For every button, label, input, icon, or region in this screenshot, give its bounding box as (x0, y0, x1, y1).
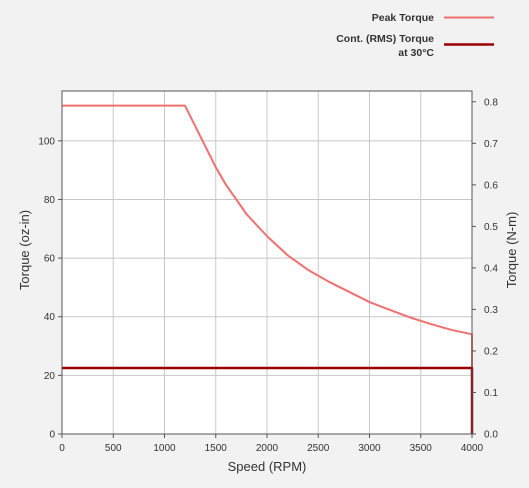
x-tick-label: 3000 (358, 443, 381, 454)
y2-tick-label: 0.7 (484, 139, 498, 150)
x-tick-label: 1500 (205, 443, 228, 454)
y2-axis-ticks: 0.0 0.1 0.2 0.3 0.4 0.5 0.6 0.7 0.8 (472, 97, 498, 441)
y2-tick-label: 0.0 (484, 430, 498, 441)
y2-tick-label: 0.2 (484, 346, 498, 357)
y2-tick-label: 0.5 (484, 222, 498, 233)
x-tick-label: 2000 (256, 443, 279, 454)
x-tick-label: 3500 (410, 443, 433, 454)
y-tick-label: 80 (44, 195, 56, 206)
x-tick-label: 0 (59, 443, 65, 454)
x-axis-label: Speed (RPM) (228, 459, 307, 474)
y-tick-label: 100 (38, 136, 55, 147)
y-axis-ticks: 0 20 40 60 80 100 (38, 136, 62, 441)
x-tick-label: 500 (105, 443, 122, 454)
y2-tick-label: 0.8 (484, 97, 498, 108)
y2-tick-label: 0.3 (484, 305, 498, 316)
y-tick-label: 40 (44, 312, 56, 323)
legend: Peak Torque Cont. (RMS) Torque at 30°C (336, 12, 494, 59)
grid (62, 91, 472, 434)
y2-tick-label: 0.1 (484, 388, 498, 399)
x-axis-ticks: 0 500 1000 1500 2000 2500 3000 3500 4000 (59, 434, 484, 454)
y2-axis-label: Torque (N-m) (504, 212, 519, 289)
y-axis-label: Torque (oz-in) (17, 210, 32, 290)
x-tick-label: 4000 (461, 443, 484, 454)
series-line-peak-torque (62, 104, 473, 434)
x-tick-label: 1000 (153, 443, 176, 454)
y2-tick-label: 0.4 (484, 263, 498, 274)
y-tick-label: 20 (44, 371, 56, 382)
y2-tick-label: 0.6 (484, 180, 498, 191)
x-tick-label: 2500 (307, 443, 330, 454)
legend-label-cont-torque-line2: at 30°C (398, 47, 434, 59)
y-tick-label: 0 (49, 430, 55, 441)
legend-label-peak-torque: Peak Torque (372, 12, 434, 24)
legend-label-cont-torque-line1: Cont. (RMS) Torque (336, 33, 434, 45)
y-tick-label: 60 (44, 254, 56, 265)
